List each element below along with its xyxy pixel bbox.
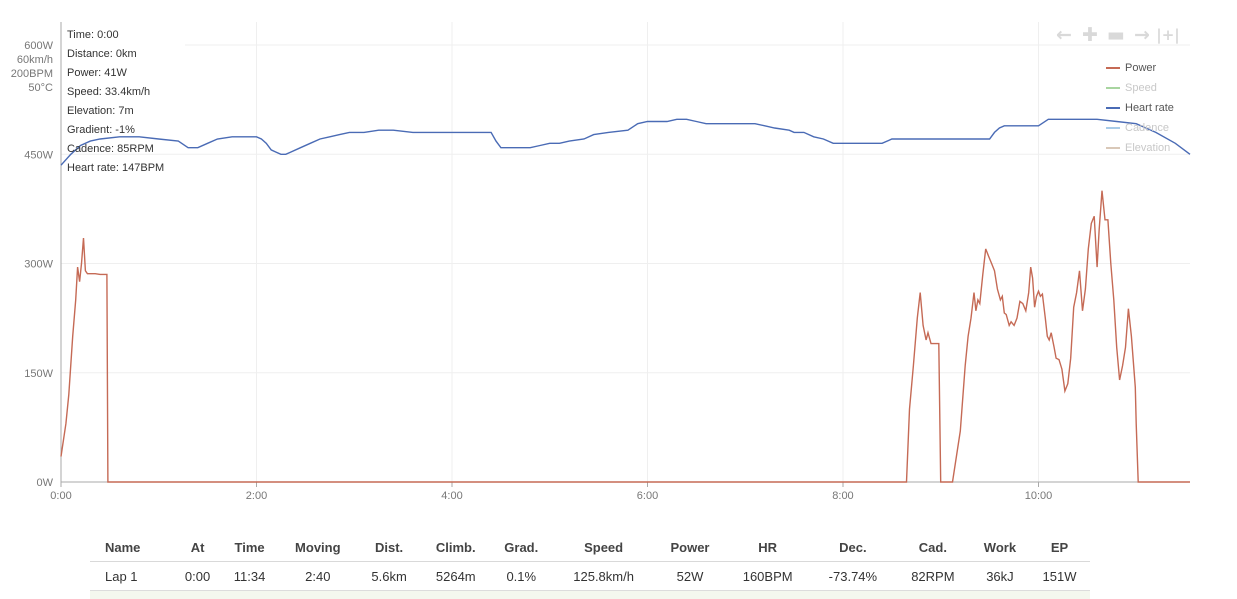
laps-cell: 5.6km <box>371 568 407 584</box>
y-tick-label: 0W <box>37 477 54 489</box>
zoom-controls: ← ✚ ▬ → |+| <box>1052 24 1180 46</box>
legend-swatch <box>1106 67 1120 69</box>
laps-cell: 160BPM <box>742 568 793 584</box>
laps-cell: 5264m <box>435 568 476 584</box>
laps-column-header[interactable]: Cad. <box>894 533 971 562</box>
legend-label: Speed <box>1125 82 1157 94</box>
laps-column-header[interactable]: Dist. <box>357 533 421 562</box>
laps-column-header[interactable]: Power <box>655 533 725 562</box>
legend-item-elevation[interactable]: Elevation <box>1106 138 1174 158</box>
legend-label: Heart rate <box>1125 102 1174 114</box>
tooltip-time: Time: 0:00 <box>67 29 119 41</box>
laps-cell: Lap 1 <box>105 568 138 584</box>
arrow-left-icon[interactable]: ← <box>1056 24 1072 46</box>
chart-legend: Power Speed Heart rate Cadence Elevation <box>1106 58 1174 158</box>
laps-table-footer <box>90 590 1090 599</box>
y-tick-label: 150W <box>24 368 53 380</box>
laps-column-header[interactable]: At <box>174 533 222 562</box>
laps-cell: -73.74% <box>828 568 878 584</box>
legend-item-cadence[interactable]: Cadence <box>1106 118 1174 138</box>
arrow-right-icon[interactable]: → <box>1134 24 1150 46</box>
hover-tooltip: Time: 0:00 Distance: 0km Power: 41W Spee… <box>67 26 164 178</box>
laps-cell: 2:40 <box>305 568 331 584</box>
tooltip-cadence: Cadence: 85RPM <box>67 143 154 155</box>
laps-cell: 82RPM <box>911 568 955 584</box>
laps-cell: 36kJ <box>986 568 1014 584</box>
legend-label: Cadence <box>1125 122 1170 134</box>
laps-column-header[interactable]: HR <box>724 533 811 562</box>
y-tick-label: 300W <box>24 259 53 271</box>
laps-cell: 0.1% <box>506 568 537 584</box>
laps-cell: 151W <box>1042 568 1077 584</box>
x-tick-label: 0:00 <box>50 490 71 502</box>
x-tick-label: 10:00 <box>1025 490 1053 502</box>
legend-label: Elevation <box>1125 142 1171 154</box>
x-tick-label: 2:00 <box>246 490 267 502</box>
legend-swatch <box>1106 107 1120 109</box>
tooltip-elevation: Elevation: 7m <box>67 105 134 117</box>
activity-chart[interactable]: 0W 150W 300W 450W 600W 60km/h 200BPM 50°C 0:00 2… <box>0 0 1237 520</box>
x-tick-label: 4:00 <box>441 490 462 502</box>
tooltip-heart-rate: Heart rate: 147BPM <box>67 162 165 174</box>
laps-column-header[interactable]: Work <box>970 533 1030 562</box>
laps-column-header[interactable]: Speed <box>551 533 656 562</box>
y-axis-top-label: 600W <box>24 40 53 52</box>
laps-cell: 52W <box>676 568 704 584</box>
laps-column-header[interactable]: Time <box>221 533 279 562</box>
laps-column-header[interactable]: Name <box>90 533 175 562</box>
reset-zoom-icon[interactable]: |+| <box>1156 26 1180 44</box>
chart-series <box>60 118 1191 483</box>
laps-column-header[interactable]: Moving <box>278 533 358 562</box>
laps-column-header[interactable]: Climb. <box>420 533 491 562</box>
x-tick-label: 8:00 <box>832 490 853 502</box>
laps-column-header[interactable]: EP <box>1029 533 1090 562</box>
heart-rate-line <box>60 118 1191 166</box>
y-axis-top-label: 60km/h <box>17 54 53 66</box>
laps-cell: 125.8km/h <box>573 568 634 584</box>
laps-cell: 11:34 <box>233 568 266 584</box>
legend-swatch <box>1106 87 1120 89</box>
legend-label: Power <box>1125 62 1157 74</box>
y-axis-top-label: 50°C <box>28 82 53 94</box>
y-tick-label: 450W <box>24 149 53 161</box>
table-row[interactable]: Lap 1 0:00 11:34 2:40 5.6km 5264m 0.1% 125.8km/… <box>90 562 1090 591</box>
legend-item-power[interactable]: Power <box>1106 58 1174 78</box>
chart-grid <box>61 22 1190 483</box>
legend-item-heart-rate[interactable]: Heart rate <box>1106 98 1174 118</box>
laps-header-row: Name At Time Moving Dist. Climb. Grad. Speed Pow… <box>90 533 1090 562</box>
tooltip-distance: Distance: 0km <box>67 48 137 60</box>
plus-icon[interactable]: ✚ <box>1082 24 1098 46</box>
tooltip-power: Power: 41W <box>67 67 127 79</box>
legend-item-speed[interactable]: Speed <box>1106 78 1174 98</box>
laps-column-header[interactable]: Grad. <box>490 533 552 562</box>
x-axis: 0:00 2:00 4:00 6:00 8:00 10:00 <box>50 481 1190 502</box>
y-axis: 0W 150W 300W 450W 600W 60km/h 200BPM 50°C <box>11 22 62 489</box>
legend-swatch <box>1106 147 1120 149</box>
x-tick-label: 6:00 <box>637 490 658 502</box>
power-line <box>60 190 1190 483</box>
laps-cell: 0:00 <box>184 568 211 584</box>
tooltip-speed: Speed: 33.4km/h <box>67 86 151 98</box>
laps-table: Name At Time Moving Dist. Climb. Grad. Speed Pow… <box>90 533 1090 590</box>
tooltip-gradient: Gradient: -1% <box>67 124 135 136</box>
legend-swatch <box>1106 127 1120 129</box>
minus-icon[interactable]: ▬ <box>1107 24 1125 46</box>
y-axis-top-label: 200BPM <box>11 68 53 80</box>
laps-column-header[interactable]: Dec. <box>810 533 895 562</box>
